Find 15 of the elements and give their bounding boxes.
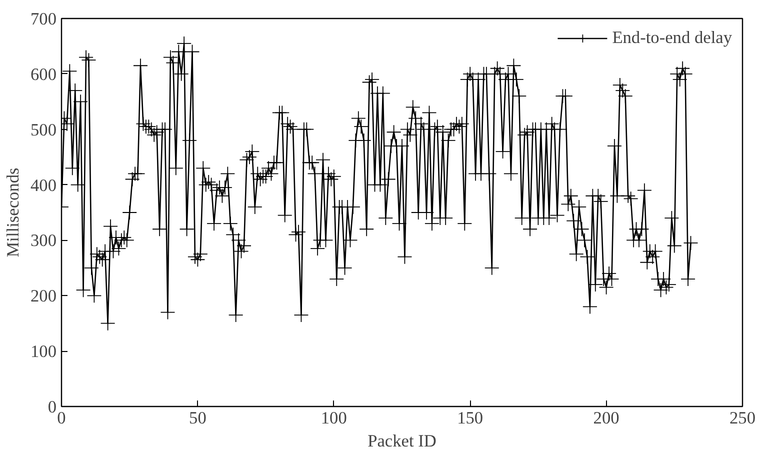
y-tick-label: 400 [30, 176, 57, 195]
y-tick-label: 300 [30, 231, 57, 250]
legend-label: End-to-end delay [612, 28, 732, 48]
x-tick-label: 150 [457, 408, 484, 428]
x-tick-label: 200 [593, 408, 620, 428]
x-axis-title: Packet ID [368, 432, 436, 450]
x-tick-label: 250 [730, 408, 756, 428]
y-tick-label: 700 [30, 10, 57, 28]
x-tick-label: 100 [320, 408, 347, 428]
y-tick-label: 500 [30, 120, 57, 140]
x-tick-label: 50 [189, 408, 206, 428]
y-axis-title: Milliseconds [4, 167, 23, 258]
y-tick-label: 600 [30, 64, 57, 84]
y-tick-label: 100 [30, 342, 57, 362]
y-tick-label: 200 [30, 286, 57, 306]
